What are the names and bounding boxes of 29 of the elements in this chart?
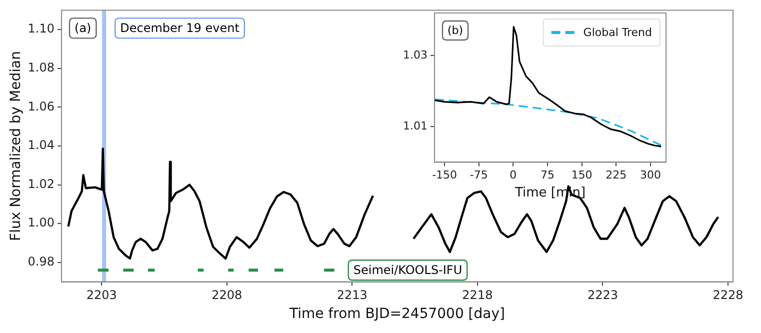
y-tick-label: 1.04 <box>28 138 55 152</box>
band-label: December 19 event <box>120 20 240 35</box>
y-tick-label: 1.06 <box>28 99 55 114</box>
x-tick-label: -150 <box>432 168 458 182</box>
x-tick-label: 2228 <box>712 288 744 302</box>
annotation: (b) <box>447 24 464 37</box>
y-tick-label: 1.08 <box>28 60 55 75</box>
legend-label: Global Trend <box>583 26 652 39</box>
x-tick-label: 300 <box>640 168 661 182</box>
y-tick-label: 0.98 <box>28 254 55 269</box>
x-tick-label: 2203 <box>86 288 117 302</box>
x-tick-label: 75 <box>540 168 554 182</box>
y-tick-label: 1.00 <box>28 216 55 230</box>
y-tick-label: 1.01 <box>402 120 428 133</box>
x-tick-label: 2218 <box>462 288 493 302</box>
x-tick-label: 150 <box>571 168 592 182</box>
y-tick-label: 1.03 <box>402 48 428 62</box>
x-tick-label: 225 <box>606 168 627 182</box>
x-tick-label: 0 <box>510 168 517 182</box>
x-axis-title: Time from BJD=2457000 [day] <box>288 306 505 322</box>
annotation: (a) <box>74 20 92 35</box>
y-axis-title: Flux Normalized by Median <box>8 51 24 241</box>
y-tick-label: 1.02 <box>28 176 55 191</box>
x-tick-label: 2213 <box>336 288 368 302</box>
series-label: Seimei/KOOLS-IFU <box>353 262 462 277</box>
x-tick-label: 2208 <box>212 288 242 302</box>
x-tick-label: 2223 <box>587 288 618 302</box>
x-tick-label: -75 <box>470 168 488 182</box>
y-tick-label: 1.10 <box>28 22 55 36</box>
